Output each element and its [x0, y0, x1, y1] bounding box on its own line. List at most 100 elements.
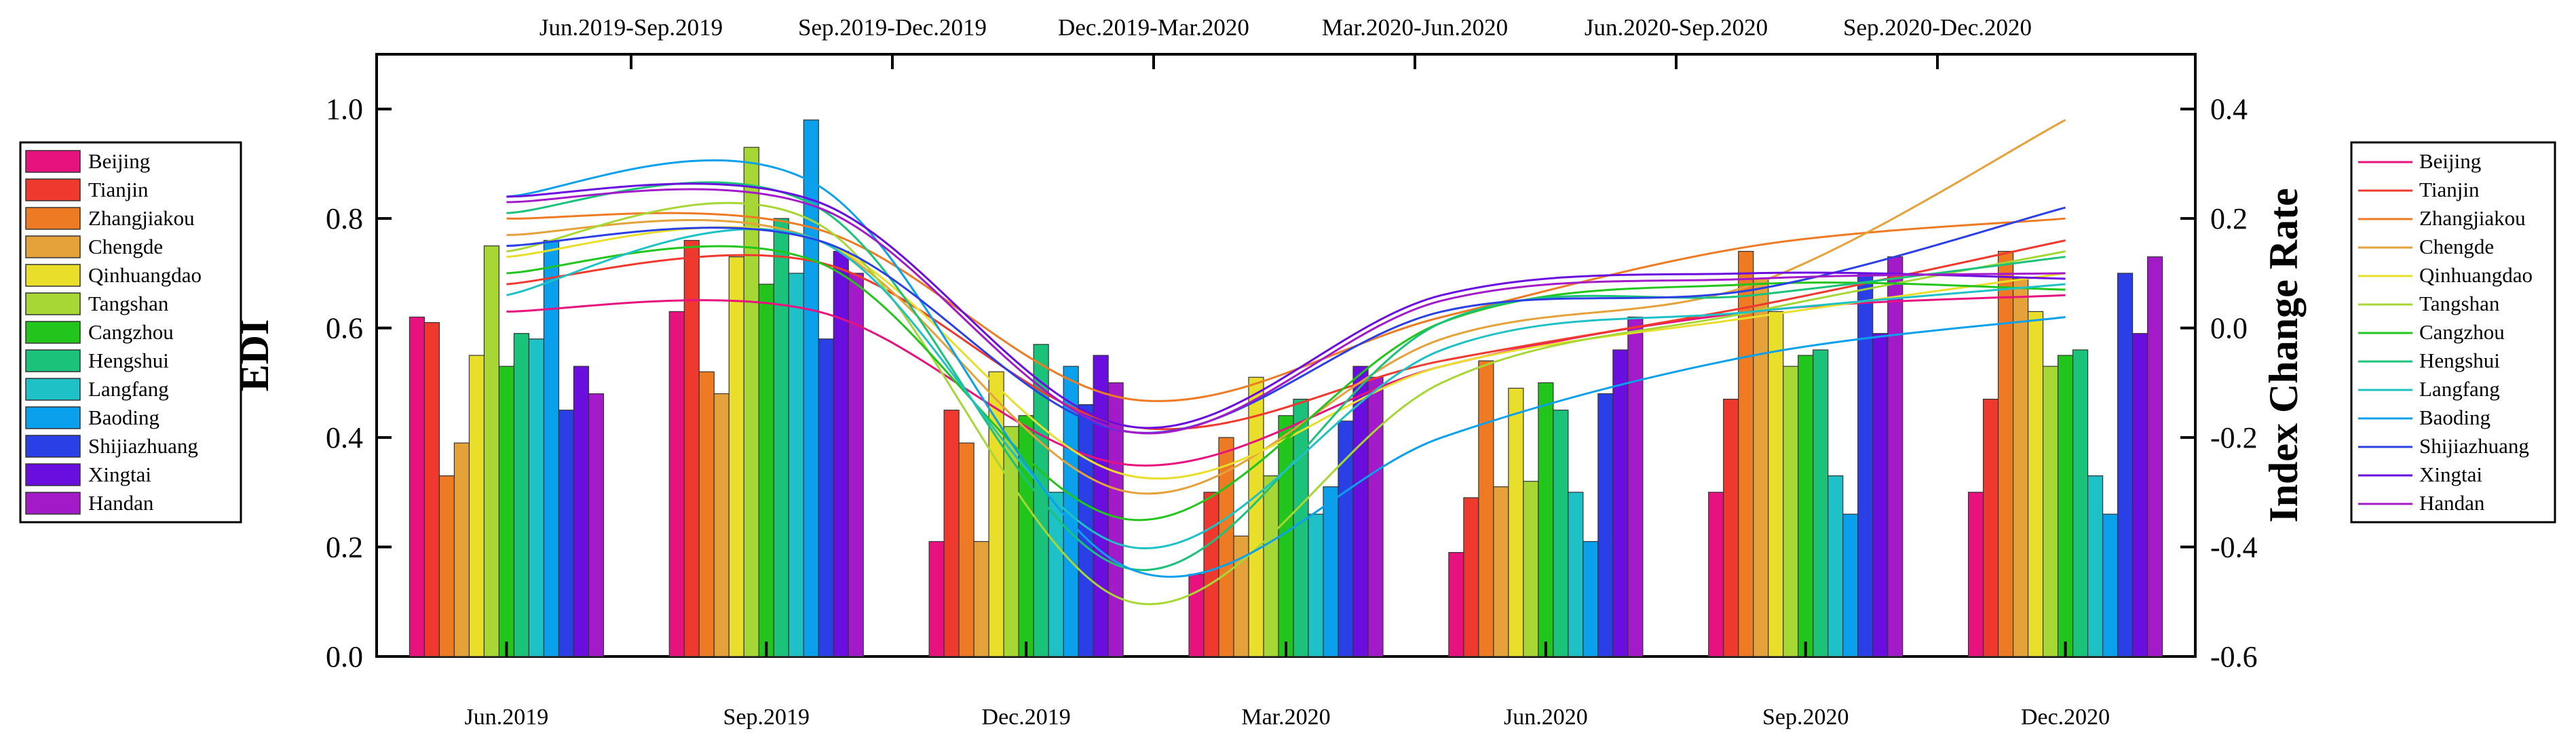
bar-legend-label: Baoding: [88, 406, 159, 429]
bar-beijing-1: [668, 311, 685, 657]
bar-legend-label: Tangshan: [88, 292, 169, 315]
bar-handan-5: [1887, 256, 1903, 657]
bar-chengde-6: [2012, 278, 2029, 657]
x-tick-label: Jun.2019: [465, 705, 549, 730]
bar-legend-label: Qinhuangdao: [88, 263, 202, 287]
bar-legend-label: Zhangjiakou: [88, 206, 195, 230]
right-axis-title: Index Change Rate: [2261, 188, 2306, 522]
bar-legend-swatch: [25, 463, 81, 486]
bar-langfang-5: [1827, 475, 1844, 657]
bar-legend-swatch: [25, 492, 81, 515]
right-tick-label: 0.4: [2210, 93, 2248, 126]
bar-cangzhou-5: [1798, 355, 1814, 657]
right-tick-label: -0.4: [2210, 531, 2258, 564]
line-tangshan: [506, 201, 2066, 606]
top-period-label: Mar.2020-Jun.2020: [1322, 14, 1508, 41]
top-period-label: Sep.2020-Dec.2020: [1843, 14, 2032, 41]
line-legend-label: Qinhuangdao: [2419, 263, 2533, 287]
bar-xingtai-2: [1093, 355, 1109, 657]
line-legend-label: Shijiazhuang: [2419, 434, 2529, 458]
bar-legend-swatch: [25, 264, 81, 287]
bar-shijiazhuang-0: [558, 410, 575, 657]
bar-legend-swatch: [25, 435, 81, 458]
line-legend: Beijing Tianjin Zhangjiakou Chengde Qinhuang…: [2350, 141, 2556, 524]
line-handan: [506, 188, 2066, 435]
bar-qinhuangdao-5: [1768, 311, 1784, 657]
top-period-label: Dec.2019-Mar.2020: [1058, 14, 1249, 41]
bar-legend-swatch: [25, 178, 81, 201]
top-period-label: Jun.2020-Sep.2020: [1585, 14, 1768, 41]
bar-legend-label: Langfang: [88, 377, 169, 401]
left-tick-label: 0.0: [326, 640, 363, 673]
bar-tianjin-3: [1203, 492, 1219, 657]
bar-tianjin-5: [1723, 398, 1739, 657]
bar-tianjin-2: [943, 410, 960, 657]
bar-tangshan-2: [1003, 426, 1019, 657]
bar-chengde-1: [713, 393, 730, 657]
bar-legend-label: Tianjin: [88, 178, 149, 201]
bar-tangshan-4: [1523, 481, 1539, 657]
bar-beijing-6: [1967, 492, 1984, 657]
bar-baoding-0: [543, 239, 560, 657]
bar-xingtai-1: [833, 251, 849, 657]
line-legend-label: Hengshui: [2419, 349, 2500, 372]
line-shijiazhuang: [506, 206, 2066, 434]
bar-legend-swatch: [25, 321, 81, 344]
bar-tianjin-4: [1463, 497, 1479, 657]
line-legend-label: Tianjin: [2419, 178, 2480, 201]
bar-baoding-6: [2102, 513, 2119, 657]
bar-legend-swatch: [25, 406, 81, 429]
left-tick-label: 0.6: [326, 312, 363, 345]
line-legend-label: Beijing: [2419, 149, 2481, 173]
line-legend-label: Cangzhou: [2419, 320, 2505, 344]
bar-langfang-3: [1308, 513, 1324, 657]
bar-shijiazhuang-1: [818, 338, 834, 657]
bar-baoding-5: [1842, 513, 1859, 657]
bar-xingtai-5: [1872, 333, 1889, 657]
bar-tianjin-0: [423, 321, 440, 657]
top-period-label: Sep.2019-Dec.2019: [798, 14, 987, 41]
bar-handan-0: [588, 393, 605, 657]
bar-hengshui-5: [1813, 349, 1829, 657]
bar-legend-label: Beijing: [88, 149, 150, 173]
bar-qinhuangdao-0: [468, 355, 485, 657]
x-tick-label: Sep.2020: [1762, 705, 1849, 730]
bar-legend: Beijing Tianjin Zhangjiakou Chengde Qinhuang…: [19, 141, 242, 524]
bar-shijiazhuang-3: [1338, 420, 1354, 657]
bar-langfang-6: [2087, 475, 2104, 657]
line-legend-label: Xingtai: [2419, 463, 2482, 486]
bar-legend-swatch: [25, 207, 81, 230]
bar-legend-label: Hengshui: [88, 349, 169, 372]
bar-qinhuangdao-4: [1508, 387, 1524, 657]
x-tick-label: Sep.2019: [723, 705, 810, 730]
left-tick-label: 1.0: [326, 93, 363, 126]
bar-xingtai-3: [1352, 366, 1369, 657]
bar-zhangjiakou-2: [958, 442, 974, 657]
bar-cangzhou-6: [2057, 355, 2074, 657]
bar-baoding-3: [1323, 486, 1339, 657]
bar-handan-4: [1627, 316, 1644, 657]
bar-tangshan-6: [2042, 366, 2059, 657]
bar-zhangjiakou-6: [1997, 251, 2014, 657]
bar-zhangjiakou-4: [1478, 360, 1494, 657]
bar-xingtai-4: [1612, 349, 1629, 657]
line-legend-label: Tangshan: [2419, 292, 2500, 315]
bar-cangzhou-4: [1538, 382, 1554, 657]
top-period-label: Jun.2019-Sep.2019: [539, 14, 723, 41]
bar-cangzhou-0: [498, 366, 515, 657]
line-legend-label: Langfang: [2419, 377, 2500, 401]
left-tick-label: 0.4: [326, 421, 363, 454]
right-tick-label: 0.2: [2210, 202, 2248, 235]
bar-handan-3: [1367, 376, 1384, 657]
bar-hengshui-3: [1293, 398, 1309, 657]
right-tick-label: -0.2: [2210, 421, 2258, 454]
line-legend-label: Chengde: [2419, 235, 2494, 258]
bar-handan-6: [2146, 256, 2163, 657]
bar-hengshui-6: [2072, 349, 2089, 657]
bar-beijing-4: [1448, 552, 1464, 657]
bar-chengde-5: [1753, 278, 1769, 657]
line-tianjin: [506, 239, 2066, 431]
bar-legend-swatch: [25, 235, 81, 258]
bar-handan-1: [848, 273, 864, 657]
